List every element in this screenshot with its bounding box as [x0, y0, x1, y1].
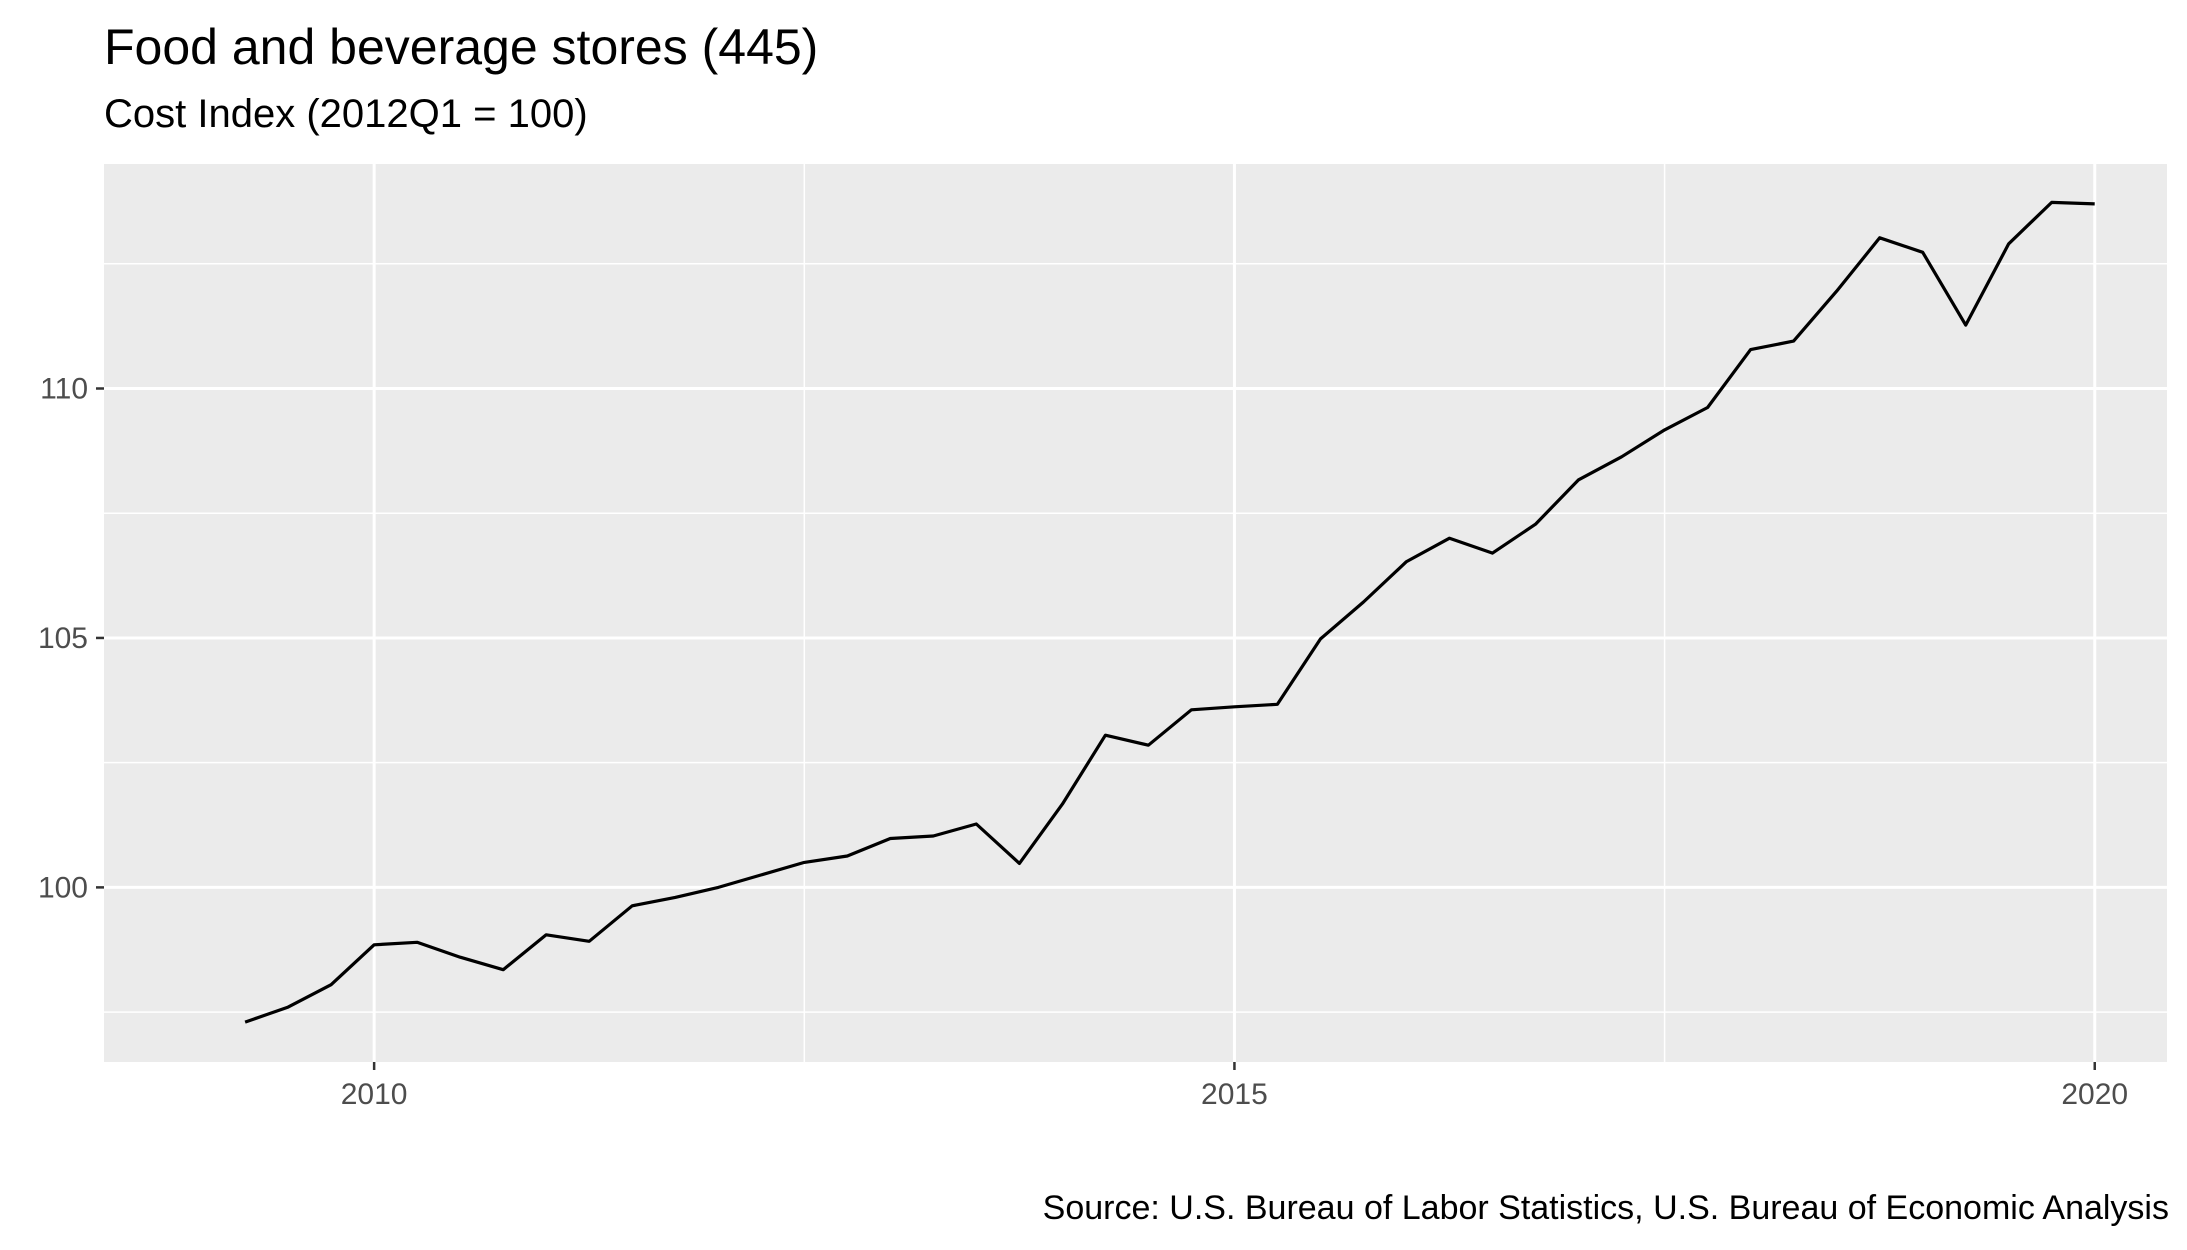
y-tick-label: 110 — [40, 373, 88, 406]
minor-gridlines — [104, 164, 2167, 1062]
plot-panel — [104, 164, 2167, 1062]
chart-title: Food and beverage stores (445) — [104, 19, 819, 75]
x-tick-label: 2020 — [2061, 1078, 2128, 1111]
cost-index-line — [244, 200, 2095, 1024]
y-tick-label: 105 — [38, 622, 88, 655]
x-tick-label: 2010 — [341, 1078, 408, 1111]
major-gridlines — [104, 164, 2167, 1062]
chart-source-caption: Source: U.S. Bureau of Labor Statistics,… — [1042, 1189, 2169, 1227]
y-tick-label: 100 — [38, 871, 88, 904]
axis-ticks: 2010 2015 2020 100 105 110 — [38, 373, 2128, 1112]
chart-subtitle: Cost Index (2012Q1 = 100) — [104, 92, 588, 136]
x-tick-label: 2015 — [1201, 1078, 1268, 1111]
